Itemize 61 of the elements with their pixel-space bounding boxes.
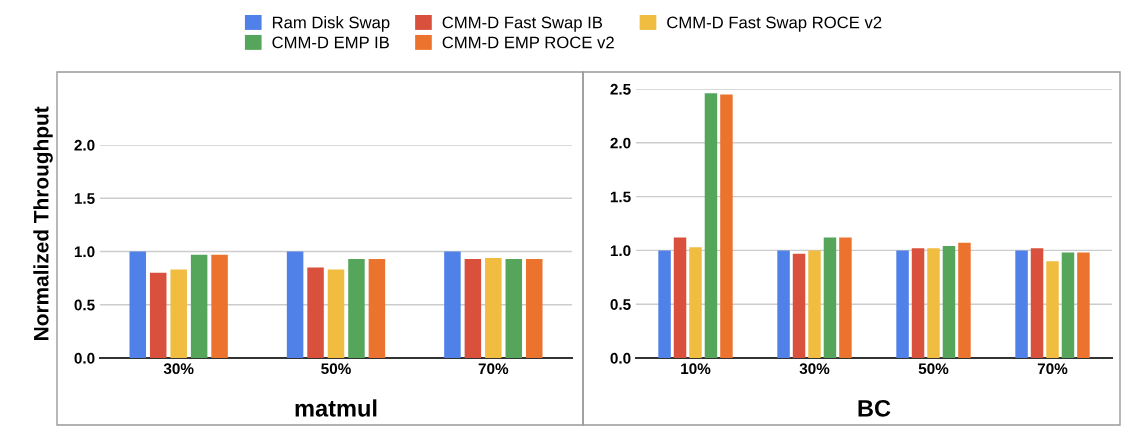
bar	[286, 251, 304, 358]
x-tick-label: 70%	[478, 363, 509, 375]
y-axis-title: Normalized Throughput	[33, 106, 53, 340]
y-tick-label: 0.0	[74, 352, 95, 364]
bar	[927, 248, 940, 358]
x-axis-title: BC	[858, 399, 891, 417]
bar	[839, 237, 852, 358]
y-tick-label: 2.5	[610, 83, 631, 95]
y-tick-label: 0.5	[74, 299, 95, 311]
bar	[348, 258, 365, 358]
x-tick-label: 30%	[163, 363, 194, 375]
bar	[505, 258, 523, 358]
bar	[525, 258, 543, 358]
legend-label: CMM-D EMP IB	[272, 36, 389, 49]
bar	[1015, 250, 1028, 358]
x-tick-label: 70%	[1037, 363, 1068, 375]
y-tick-label: 2.0	[610, 137, 631, 149]
bar	[368, 258, 386, 358]
bar	[911, 248, 925, 358]
x-tick-label: 30%	[799, 363, 830, 375]
bar	[1077, 252, 1090, 358]
bar	[942, 246, 956, 358]
bar	[658, 250, 671, 358]
bar	[485, 257, 502, 358]
bar	[792, 253, 806, 358]
bar	[307, 267, 324, 358]
bar	[823, 237, 837, 358]
x-tick-label: 50%	[918, 363, 949, 375]
y-tick-label: 2.0	[74, 139, 95, 151]
bar	[444, 251, 461, 358]
bar	[211, 254, 228, 358]
bar	[720, 94, 733, 358]
x-tick-label: 50%	[321, 363, 351, 375]
y-tick-label: 1.0	[610, 245, 631, 257]
bar	[958, 242, 971, 358]
bar	[1061, 252, 1075, 358]
x-axis-title: matmul	[295, 399, 377, 417]
bar	[129, 251, 147, 358]
bar	[1030, 248, 1044, 358]
bar	[673, 237, 687, 358]
x-tick-label: 10%	[681, 363, 711, 375]
y-tick-label: 0.0	[610, 352, 631, 364]
bar	[190, 254, 208, 358]
bar	[1046, 261, 1059, 358]
legend-label: Ram Disk Swap	[272, 16, 390, 32]
y-tick-label: 1.5	[610, 191, 631, 203]
y-tick-label: 1.0	[74, 246, 95, 258]
bar	[170, 269, 187, 358]
bar	[896, 250, 909, 358]
legend-label: CMM-D Fast Swap ROCE v2	[667, 16, 882, 32]
bar	[808, 250, 821, 358]
bar	[149, 272, 167, 358]
bar	[464, 258, 482, 358]
bar	[704, 93, 718, 358]
legend-label: CMM-D Fast Swap IB	[442, 16, 603, 32]
bar	[689, 247, 702, 358]
y-tick-label: 0.5	[610, 299, 631, 310]
legend-label: CMM-D EMP ROCE v2	[442, 36, 614, 49]
y-tick-label: 1.5	[74, 193, 95, 204]
bar	[327, 269, 345, 358]
bar	[777, 250, 790, 358]
